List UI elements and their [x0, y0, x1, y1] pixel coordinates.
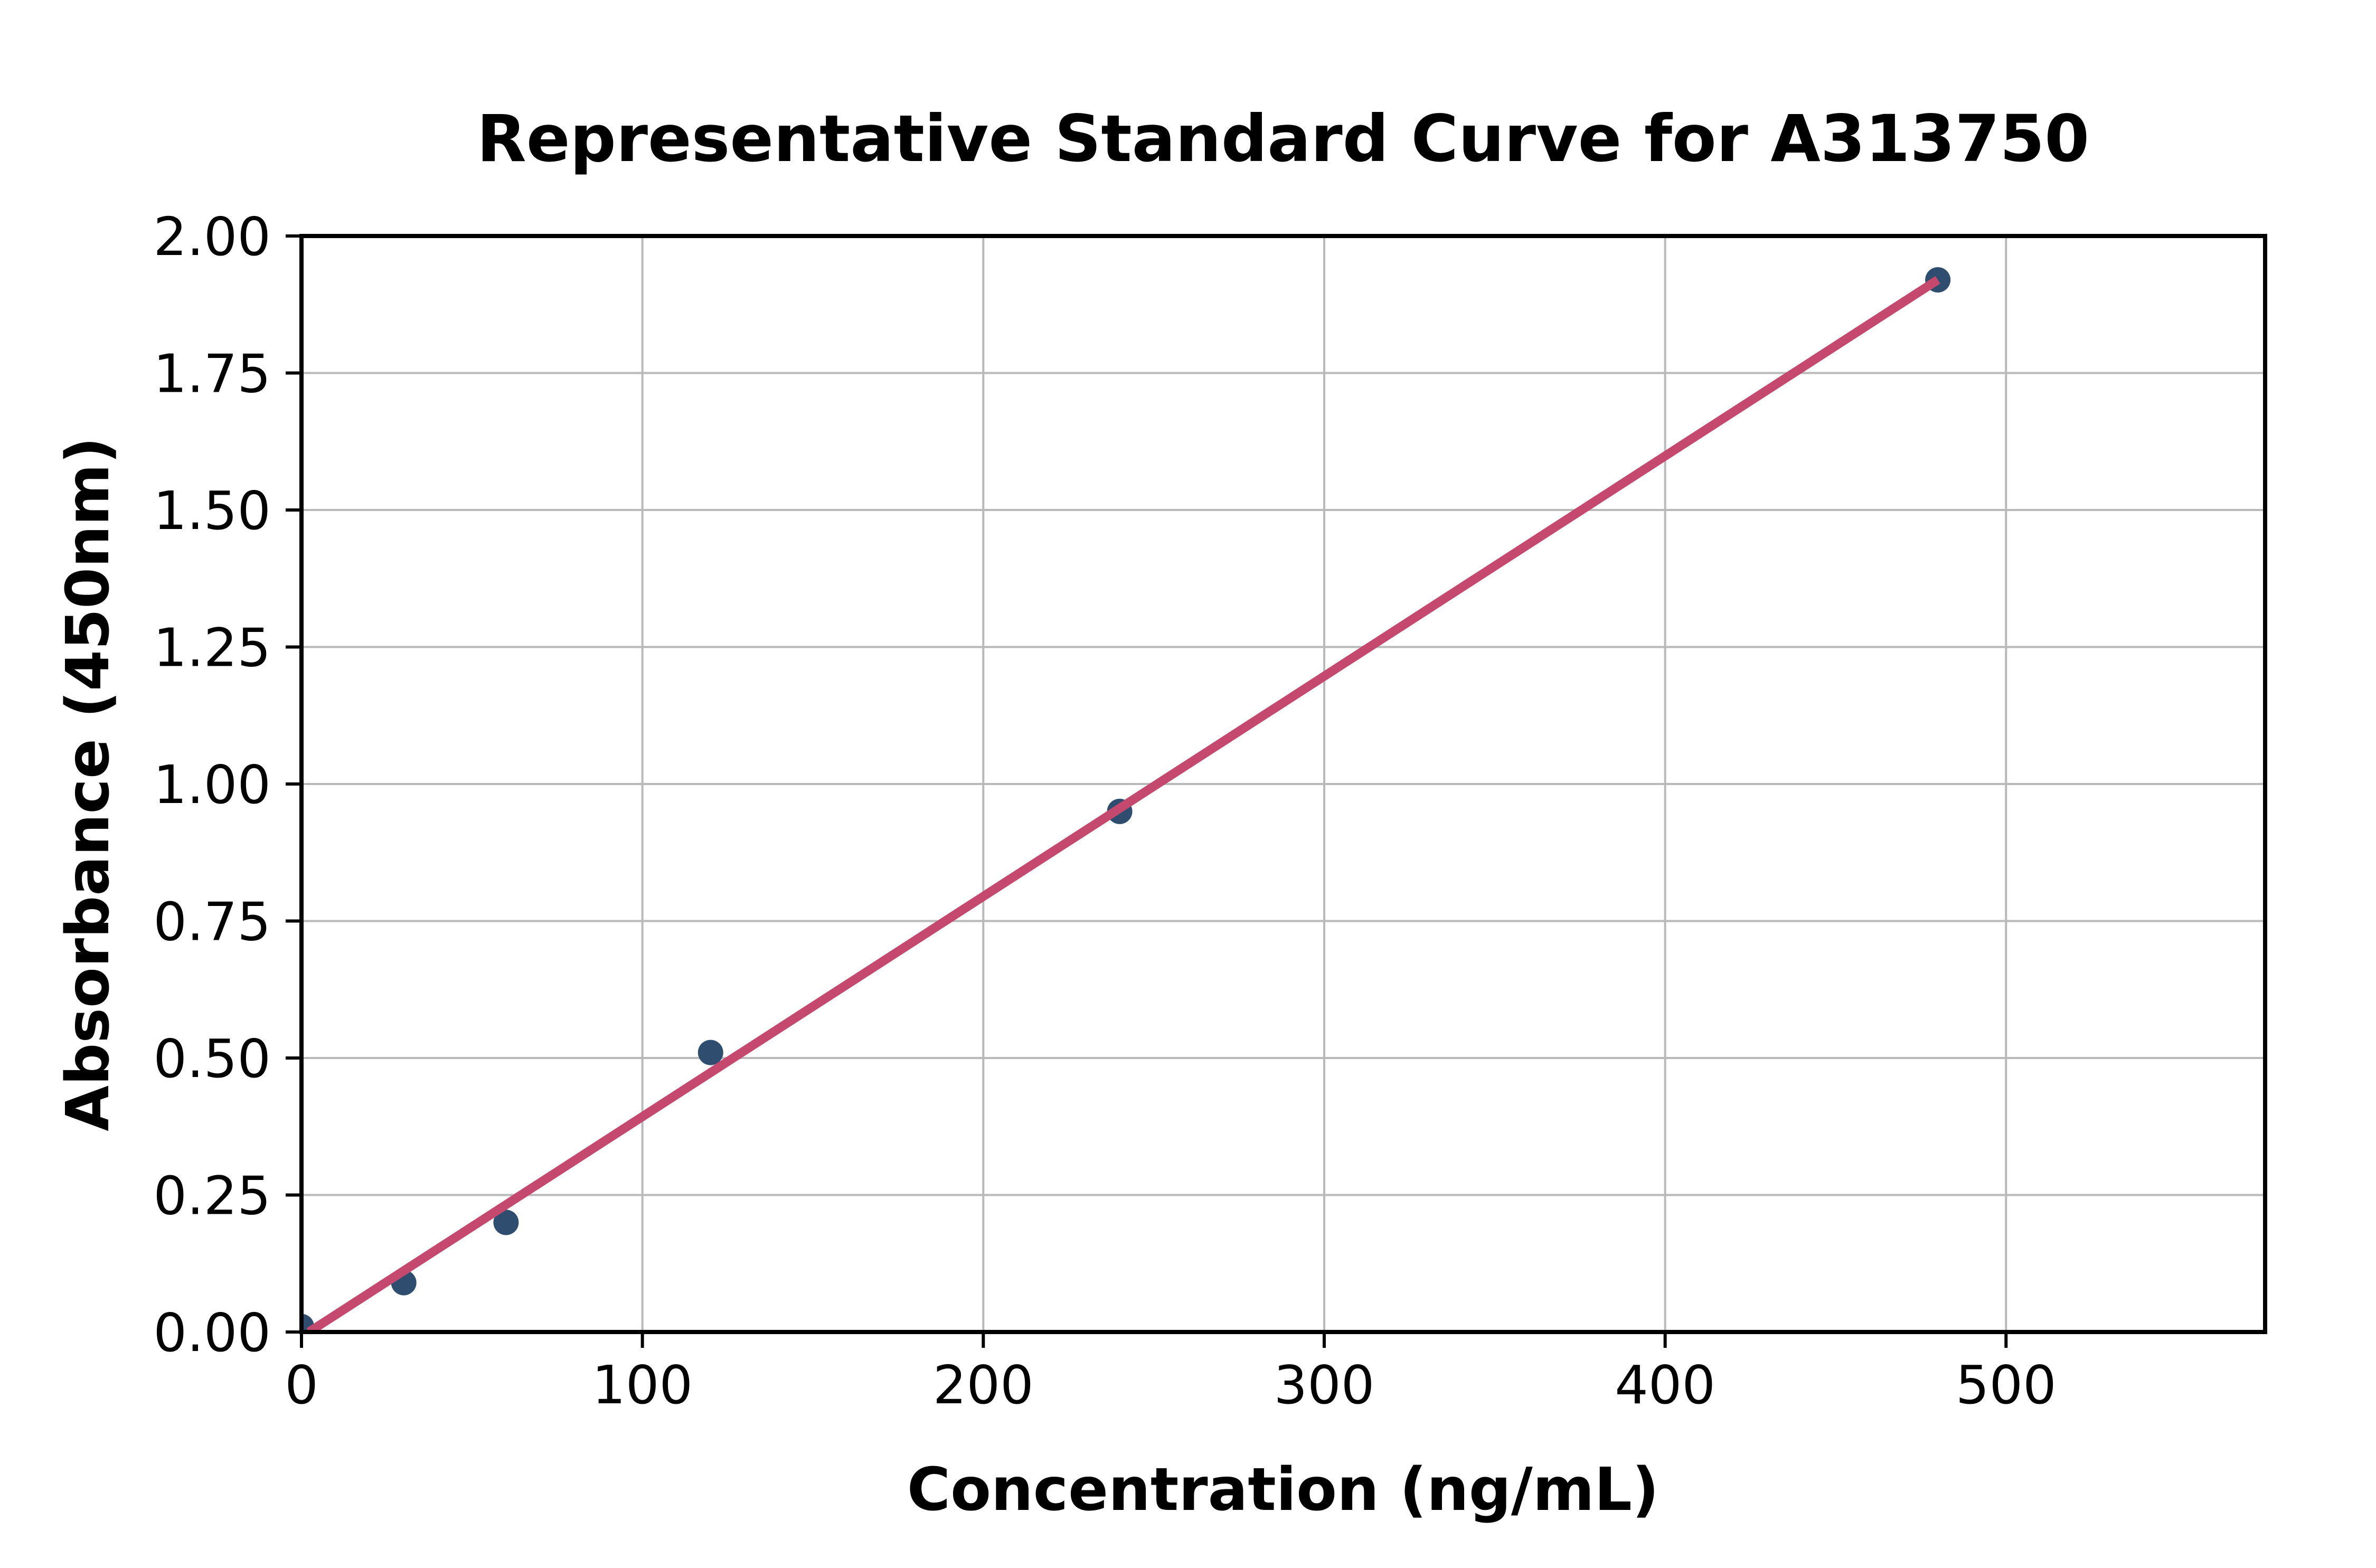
y-axis-tick-labels: 0.00 0.25 0.50 0.75 1.00 1.25 1.50 1.75 2.00 — [153, 206, 271, 1364]
x-tick-label: 400 — [1615, 1354, 1715, 1416]
x-tick-label: 200 — [933, 1354, 1034, 1416]
y-tick-label: 2.00 — [153, 206, 271, 268]
y-tick-label: 1.75 — [153, 343, 271, 405]
y-tick-label: 0.50 — [153, 1028, 271, 1090]
data-point — [697, 1040, 723, 1065]
y-axis-label: Absorbance (450nm) — [54, 437, 122, 1131]
y-tick-label: 0.75 — [153, 891, 271, 953]
plot-area — [301, 267, 1951, 1332]
y-tick-label: 1.00 — [153, 754, 271, 816]
axes-frame — [299, 234, 2267, 1334]
x-axis-label: Concentration (ng/mL) — [907, 1456, 1659, 1524]
x-axis-tick-labels: 0 100 200 300 400 500 — [285, 1354, 2057, 1416]
x-tick-label: 0 — [285, 1354, 318, 1416]
y-tick-label: 0.25 — [153, 1165, 271, 1227]
y-tick-label: 1.25 — [153, 617, 271, 679]
y-tick-label: 1.50 — [153, 480, 271, 542]
x-tick-label: 100 — [592, 1354, 693, 1416]
trend-line — [306, 276, 1940, 1332]
chart-title: Representative Standard Curve for A31375… — [477, 101, 2089, 176]
tick-marks — [286, 234, 2008, 1348]
data-point — [493, 1210, 519, 1235]
y-tick-label: 0.00 — [153, 1302, 271, 1364]
x-tick-label: 500 — [1956, 1354, 2057, 1416]
x-tick-label: 300 — [1274, 1354, 1375, 1416]
